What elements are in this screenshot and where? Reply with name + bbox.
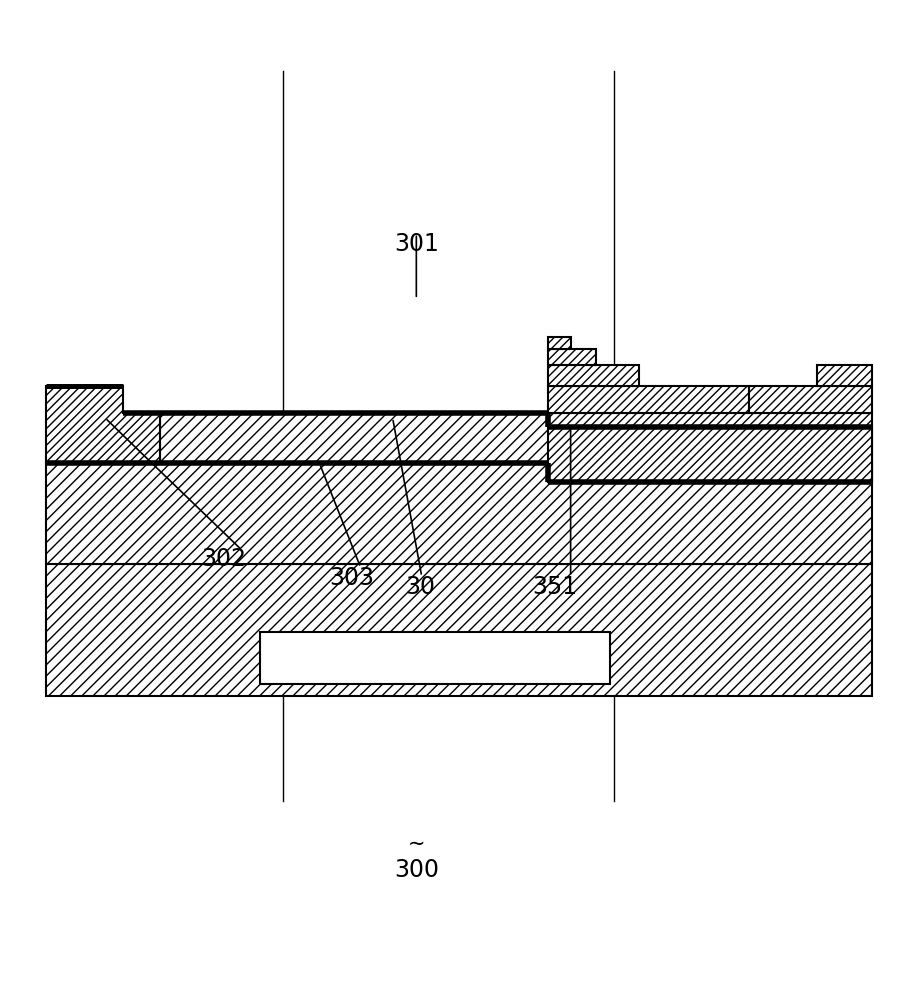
Polygon shape — [46, 564, 872, 696]
Polygon shape — [749, 386, 872, 413]
Polygon shape — [46, 463, 872, 564]
Text: 303: 303 — [329, 566, 374, 590]
Polygon shape — [46, 386, 160, 463]
Text: 351: 351 — [532, 575, 578, 599]
Polygon shape — [548, 386, 749, 413]
Text: 302: 302 — [201, 547, 247, 571]
Polygon shape — [548, 337, 571, 349]
Text: 30: 30 — [405, 575, 435, 599]
Text: 300: 300 — [394, 858, 439, 882]
Text: 301: 301 — [394, 232, 439, 256]
Text: ∼: ∼ — [407, 834, 425, 854]
Polygon shape — [548, 413, 872, 482]
Polygon shape — [260, 632, 610, 684]
Polygon shape — [548, 365, 639, 386]
Polygon shape — [160, 413, 872, 482]
Polygon shape — [817, 365, 872, 386]
Polygon shape — [548, 349, 596, 365]
